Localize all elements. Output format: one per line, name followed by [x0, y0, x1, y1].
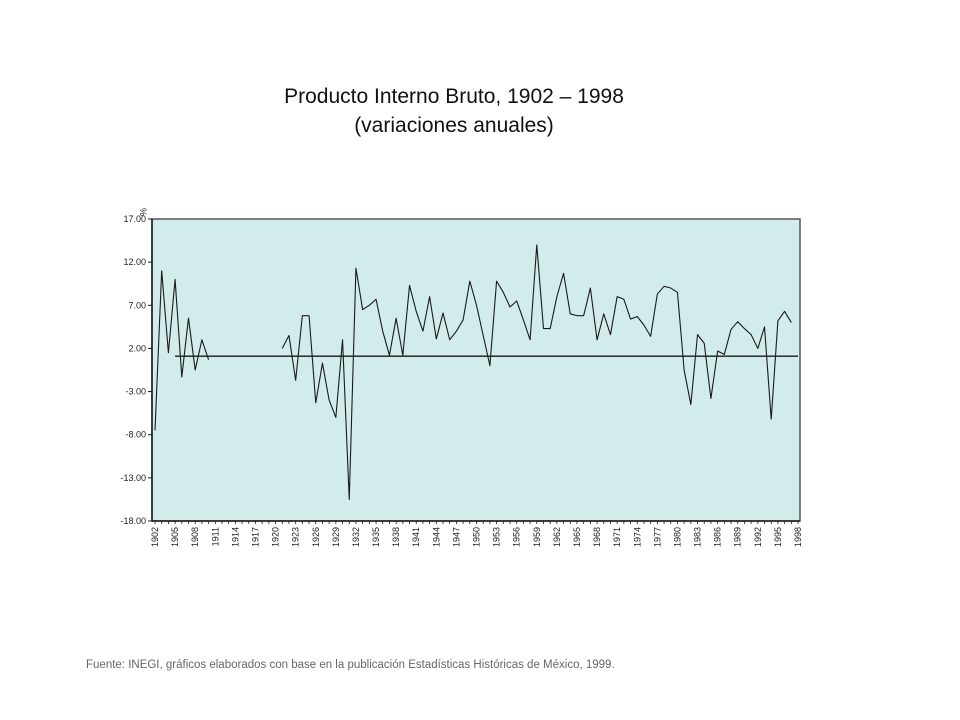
x-tick-label: 1923	[291, 527, 301, 547]
x-tick-label: 1917	[250, 527, 260, 547]
x-tick-label: 1995	[773, 527, 783, 547]
x-axis-ticks: 1902 1905 1908 1911 1914 1917 1920 1923 1926 1929…	[150, 521, 803, 547]
x-tick-label: 1905	[170, 527, 180, 547]
series-group	[154, 244, 792, 500]
x-tick-label: 1944	[431, 527, 441, 547]
x-tick-label: 1959	[532, 527, 542, 547]
x-tick-label: 1947	[451, 527, 461, 547]
chart-subtitle: (variaciones anuales)	[354, 114, 554, 137]
x-tick-label: 1962	[552, 527, 562, 547]
chart-title: Producto Interno Bruto, 1902 – 1998 (var…	[0, 82, 908, 140]
plot-area	[151, 218, 801, 522]
y-tick-label: 17.00	[123, 214, 146, 224]
x-tick-label: 1908	[190, 527, 200, 547]
x-tick-label: 1935	[371, 527, 381, 547]
y-tick-label: 12.00	[123, 257, 146, 267]
x-tick-label: 1941	[411, 527, 421, 547]
x-tick-label: 1968	[592, 527, 602, 547]
x-tick-label: 1938	[391, 527, 401, 547]
x-tick-label: 1983	[693, 527, 703, 547]
x-tick-label: 1914	[230, 527, 240, 547]
x-tick-label: 1971	[612, 527, 622, 547]
x-tick-label: 1920	[271, 527, 281, 547]
x-tick-label: 1998	[793, 527, 803, 547]
y-tick-label: -8.00	[125, 430, 146, 440]
x-tick-label: 1977	[652, 527, 662, 547]
x-tick-label: 1902	[150, 527, 160, 547]
y-tick-label: -18.00	[120, 516, 146, 526]
y-axis-unit-label: %	[138, 208, 148, 216]
x-tick-label: 1980	[672, 527, 682, 547]
x-tick-label: 1929	[331, 527, 341, 547]
x-tick-label: 1950	[472, 527, 482, 547]
x-tick-label: 1926	[311, 527, 321, 547]
x-tick-label: 1956	[512, 527, 522, 547]
series-line-segment	[281, 244, 792, 500]
y-tick-label: 7.00	[128, 300, 146, 310]
source-note: Fuente: INEGI, gráficos elaborados con b…	[86, 659, 615, 671]
y-axis-ticks: 17.00 12.00 7.00 2.00 -3.00 -8.00 -13.00 -18.00	[120, 214, 152, 526]
y-tick-label: -13.00	[120, 473, 146, 483]
x-tick-label: 1965	[572, 527, 582, 547]
x-tick-label: 1989	[733, 527, 743, 547]
x-tick-label: 1911	[210, 527, 220, 546]
y-tick-label: 2.00	[128, 343, 146, 353]
x-tick-label: 1974	[632, 527, 642, 547]
x-tick-label: 1932	[351, 527, 361, 547]
series-line-segment	[154, 270, 210, 431]
x-tick-label: 1986	[713, 527, 723, 547]
chart-title-line1: Producto Interno Bruto, 1902 – 1998	[284, 85, 624, 108]
x-tick-label: 1992	[753, 527, 763, 547]
y-tick-label: -3.00	[125, 387, 146, 397]
x-tick-label: 1953	[492, 527, 502, 547]
